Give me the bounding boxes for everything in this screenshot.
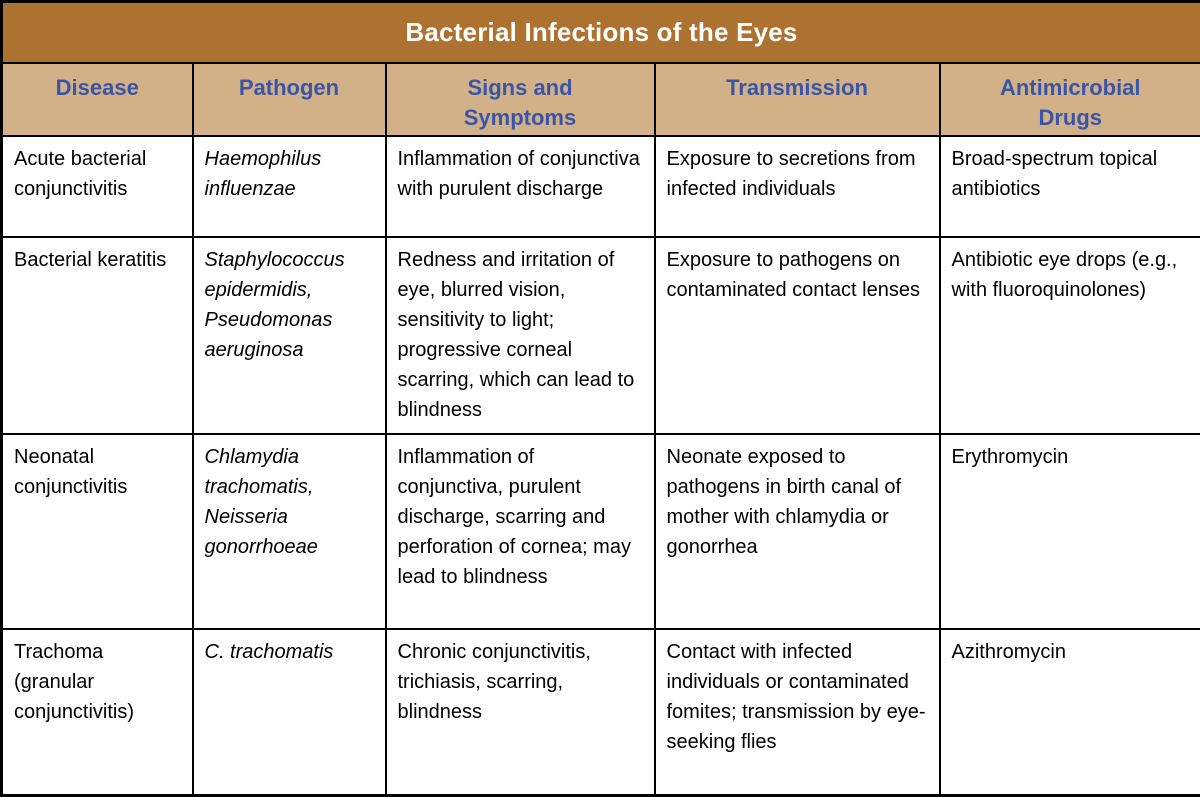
signs-and-symptoms-cell: Redness and irritation of eye, blurred v… <box>384 235 656 435</box>
signs-and-symptoms-cell: Inflammation of conjunctiva, purulent di… <box>384 432 656 630</box>
column-header-signs-and-symptoms: Signs and Symptoms <box>384 61 656 137</box>
pathogen-cell: Chlamydia trachomatis, Neisseria gonorrh… <box>191 432 387 630</box>
signs-and-symptoms-cell: Chronic conjunctivitis, trichiasis, scar… <box>384 627 656 797</box>
disease-cell: Bacterial keratitis <box>0 235 194 435</box>
column-header-transmission: Transmission <box>653 61 941 137</box>
signs-and-symptoms-cell: Inflammation of conjunctiva with purulen… <box>384 134 656 238</box>
table-row: Acute bacterial conjunctivitis Haemophil… <box>0 134 1200 238</box>
antimicrobial-drugs-cell: Azithromycin <box>938 627 1200 797</box>
pathogen-cell: Staphylococcus epidermidis, Pseudomonas … <box>191 235 387 435</box>
pathogen-cell: Haemophilus influenzae <box>191 134 387 238</box>
column-header-pathogen: Pathogen <box>191 61 387 137</box>
antimicrobial-drugs-cell: Broad-spectrum topical antibiotics <box>938 134 1200 238</box>
transmission-cell: Exposure to secretions from infected ind… <box>653 134 941 238</box>
antimicrobial-drugs-cell: Antibiotic eye drops (e.g., with fluoroq… <box>938 235 1200 435</box>
table-row: Trachoma (granular conjunctivitis) C. tr… <box>0 627 1200 797</box>
disease-cell: Trachoma (granular conjunctivitis) <box>0 627 194 797</box>
disease-cell: Neonatal conjunctivitis <box>0 432 194 630</box>
table-title-row: Bacterial Infections of the Eyes <box>0 0 1200 64</box>
transmission-cell: Neonate exposed to pathogens in birth ca… <box>653 432 941 630</box>
transmission-cell: Contact with infected individuals or con… <box>653 627 941 797</box>
table-title: Bacterial Infections of the Eyes <box>0 0 1200 64</box>
antimicrobial-drugs-cell: Erythromycin <box>938 432 1200 630</box>
table-row: Bacterial keratitis Staphylococcus epide… <box>0 235 1200 435</box>
table-body: Acute bacterial conjunctivitis Haemophil… <box>0 134 1200 797</box>
table-row: Neonatal conjunctivitis Chlamydia tracho… <box>0 432 1200 630</box>
disease-cell: Acute bacterial conjunctivitis <box>0 134 194 238</box>
transmission-cell: Exposure to pathogens on contaminated co… <box>653 235 941 435</box>
table-header-row: Disease Pathogen Signs and Symptoms Tran… <box>0 61 1200 137</box>
pathogen-cell: C. trachomatis <box>191 627 387 797</box>
column-header-antimicrobial-drugs: Antimicrobial Drugs <box>938 61 1200 137</box>
column-header-disease: Disease <box>0 61 194 137</box>
